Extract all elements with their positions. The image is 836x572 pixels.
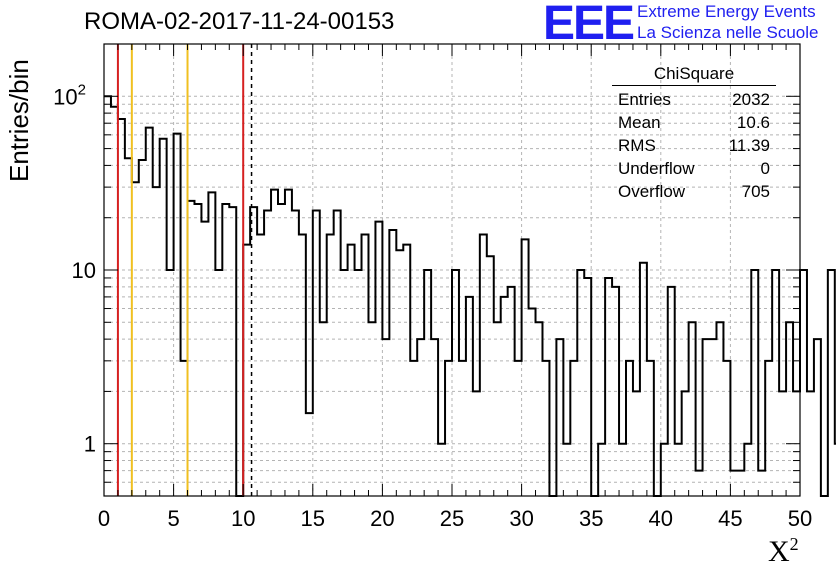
x-tick-label: 30 [509,506,533,531]
stats-row-rms: RMS 11.39 [612,134,776,157]
stats-row-entries: Entries 2032 [612,88,776,111]
x-tick-label: 0 [98,506,110,531]
x-axis-label: X2 [768,534,799,568]
x-tick-label: 10 [231,506,255,531]
x-tick-label: 20 [370,506,394,531]
chart-title: ROMA-02-2017-11-24-00153 [84,8,395,35]
stats-value: 11.39 [728,136,770,155]
x-tick-label: 50 [788,506,812,531]
stats-label: Entries [618,90,671,109]
eee-logo: EEE [543,0,635,50]
stats-label: Mean [618,113,661,132]
x-tick-label: 5 [167,506,179,531]
y-tick-label: 10 [72,258,96,283]
stats-label: Overflow [618,182,686,201]
x-tick-label: 25 [440,506,464,531]
y-axis-label: Entries/bin [4,59,34,182]
stats-row-underflow: Underflow 0 [612,157,776,180]
x-tick-label: 15 [301,506,325,531]
stats-value: 0 [760,159,770,178]
stats-label: Underflow [618,159,695,178]
x-tick-label: 40 [649,506,673,531]
stats-value: 705 [741,182,770,201]
stats-row-overflow: Overflow 705 [612,180,776,203]
logo-subtitle-1: Extreme Energy Events [637,2,816,21]
y-tick-label: 1 [84,432,96,457]
y-tick-label: 102 [53,81,86,109]
x-tick-label: 45 [718,506,742,531]
histogram-series [104,95,836,497]
stats-label: RMS [618,136,656,155]
stats-box: ChiSquare Entries 2032 Mean 10.6 RMS 11.39 … [612,64,776,203]
stats-title: ChiSquare [612,64,776,86]
stats-value: 10.6 [736,113,770,132]
stats-value: 2032 [732,90,770,109]
stats-row-mean: Mean 10.6 [612,111,776,134]
x-tick-label: 35 [579,506,603,531]
logo-subtitle-2: La Scienza nelle Scuole [637,23,819,42]
